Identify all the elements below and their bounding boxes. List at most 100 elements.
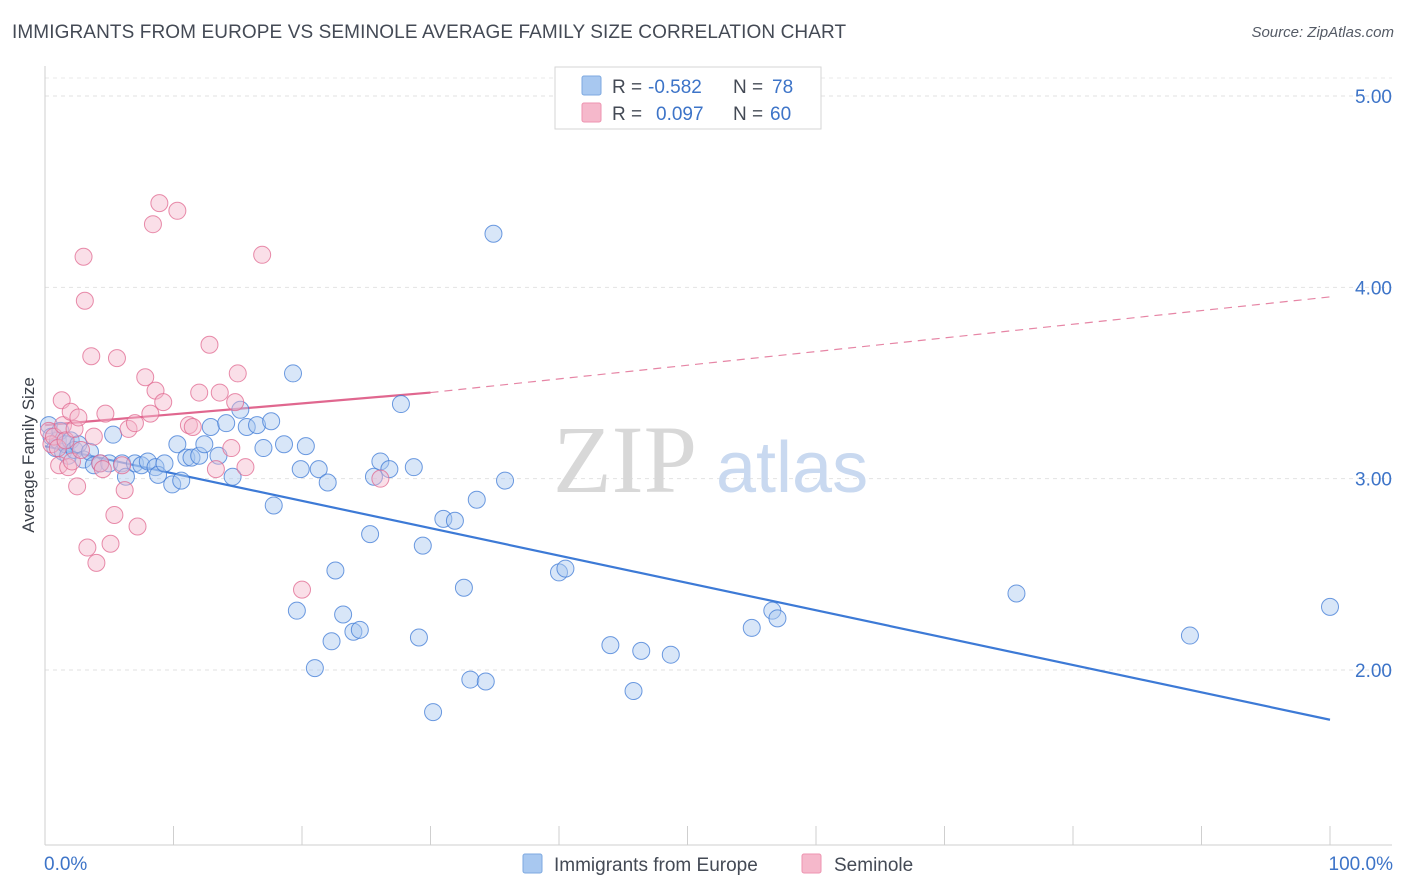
legend-n-label-1: N = — [733, 77, 763, 98]
seminole-point-11 — [65, 419, 84, 438]
europe-point-44 — [287, 601, 306, 620]
europe-point-18 — [116, 467, 135, 486]
europe-point-31 — [195, 435, 214, 454]
europe-point-61 — [409, 628, 428, 647]
europe-point-64 — [434, 509, 453, 528]
europe-point-46 — [296, 437, 315, 456]
europe-point-29 — [182, 448, 201, 467]
europe-point-81 — [1007, 584, 1026, 603]
seminole-point-40 — [183, 418, 202, 437]
y-tick-labels: 2.00 3.00 4.00 5.00 — [1355, 87, 1392, 682]
europe-point-66 — [454, 578, 473, 597]
europe-point-13 — [84, 456, 103, 475]
europe-point-70 — [484, 224, 503, 243]
seminole-point-27 — [113, 456, 132, 475]
watermark-atlas: atlas — [716, 428, 868, 508]
europe-point-52 — [334, 605, 353, 624]
seminole-point-15 — [74, 247, 93, 266]
europe-point-58 — [380, 460, 399, 479]
europe-point-74 — [601, 636, 620, 655]
seminole-point-38 — [168, 201, 187, 220]
europe-point-68 — [467, 490, 486, 509]
europe-point-76 — [632, 641, 651, 660]
europe-point-25 — [163, 475, 182, 494]
europe-point-38 — [248, 416, 267, 435]
europe-point-23 — [149, 465, 168, 484]
europe-point-71 — [496, 471, 515, 490]
seminole-point-30 — [125, 414, 144, 433]
europe-point-0 — [39, 416, 58, 435]
legend-r-value-2: 0.097 — [656, 104, 704, 125]
europe-point-26 — [168, 435, 187, 454]
europe-point-47 — [305, 659, 324, 678]
seminole-point-19 — [84, 427, 103, 446]
europe-point-65 — [445, 511, 464, 530]
x-tick-labels: 0.0% 100.0% — [44, 854, 1393, 875]
chart-title: IMMIGRANTS FROM EUROPE VS SEMINOLE AVERA… — [12, 22, 847, 43]
seminole-point-41 — [190, 383, 209, 402]
seminole-point-28 — [115, 481, 134, 500]
data-points — [39, 194, 1339, 722]
seminole-point-32 — [136, 368, 155, 387]
y-tick-label-0: 2.00 — [1355, 661, 1392, 682]
x-tick-label-1: 100.0% — [1329, 854, 1394, 875]
europe-point-39 — [254, 439, 273, 458]
seminole-point-46 — [226, 393, 245, 412]
europe-point-62 — [413, 536, 432, 555]
europe-point-32 — [201, 418, 220, 437]
europe-point-77 — [661, 645, 680, 664]
seminole-point-23 — [96, 404, 115, 423]
seminole-point-45 — [222, 439, 241, 458]
europe-point-53 — [344, 622, 363, 641]
europe-point-50 — [322, 632, 341, 651]
x-tick-label-0: 0.0% — [44, 854, 87, 875]
europe-point-56 — [364, 467, 383, 486]
legend-n-label-2: N = — [733, 104, 763, 125]
legend-bottom-swatch-seminole — [801, 853, 822, 874]
seminole-point-24 — [101, 534, 120, 553]
europe-point-67 — [461, 670, 480, 689]
europe-point-48 — [309, 460, 328, 479]
trend-lines — [44, 296, 1331, 721]
seminole-point-13 — [69, 408, 88, 427]
seminole-point-16 — [75, 291, 94, 310]
watermark-zip: ZIP — [553, 406, 697, 513]
europe-point-30 — [190, 446, 209, 465]
seminole-trend-line — [44, 391, 431, 427]
seminole-point-44 — [210, 383, 229, 402]
seminole-point-26 — [107, 349, 126, 368]
europe-point-35 — [223, 467, 242, 486]
europe-point-27 — [172, 471, 191, 490]
source-note: Source: ZipAtlas.com — [1251, 24, 1394, 41]
seminole-point-49 — [253, 245, 272, 264]
legend-r-label-1: R = — [612, 77, 642, 98]
europe-point-40 — [262, 412, 281, 431]
seminole-point-17 — [78, 538, 97, 557]
europe-point-54 — [350, 620, 369, 639]
seminole-point-51 — [371, 469, 390, 488]
seminole-point-43 — [206, 460, 225, 479]
europe-point-63 — [424, 703, 443, 722]
y-tick-label-2: 4.00 — [1355, 278, 1392, 299]
seminole-point-47 — [228, 364, 247, 383]
seminole-point-14 — [71, 440, 90, 459]
europe-point-78 — [742, 618, 761, 637]
seminole-point-6 — [53, 416, 72, 435]
series-legend: Immigrants from Europe Seminole — [522, 853, 913, 876]
seminole-point-22 — [93, 460, 112, 479]
europe-point-42 — [275, 435, 294, 454]
europe-point-45 — [291, 460, 310, 479]
europe-point-51 — [326, 561, 345, 580]
axes — [44, 66, 1392, 846]
correlation-legend: R = -0.582 N = 78 R = 0.097 N = 60 — [554, 66, 822, 130]
y-tick-label-1: 3.00 — [1355, 470, 1392, 491]
seminole-point-20 — [87, 553, 106, 572]
legend-n-value-2: 60 — [770, 104, 791, 125]
europe-trend-line — [44, 445, 1331, 721]
seminole-point-31 — [128, 517, 147, 536]
legend-r-label-2: R = — [612, 104, 642, 125]
europe-point-49 — [318, 473, 337, 492]
seminole-point-33 — [141, 404, 160, 423]
y-tick-label-3: 5.00 — [1355, 87, 1392, 108]
